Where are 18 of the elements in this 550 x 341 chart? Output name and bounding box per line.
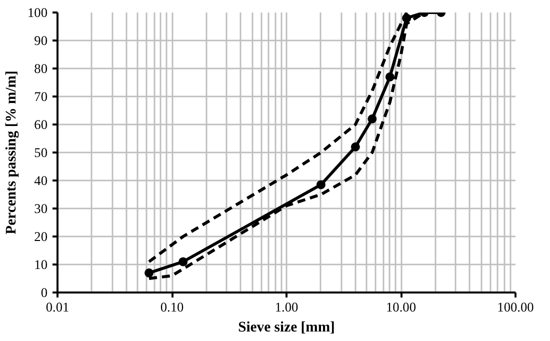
x-axis-title: Sieve size [mm] xyxy=(238,320,335,336)
y-tick-label: 100 xyxy=(28,5,48,20)
y-tick-label: 30 xyxy=(34,201,48,216)
x-tick-label: 100.00 xyxy=(497,300,534,314)
x-tick-label: 0.01 xyxy=(46,300,70,314)
y-tick-label: 20 xyxy=(34,229,48,244)
y-tick-label: 80 xyxy=(34,61,48,76)
x-tick-label: 0.10 xyxy=(160,300,184,314)
y-tick-label: 50 xyxy=(34,145,48,160)
x-tick-label: 1.00 xyxy=(274,300,298,314)
y-tick-label: 60 xyxy=(34,117,48,132)
y-axis-title: Percents passing [% m/m] xyxy=(4,70,20,234)
y-tick-label: 10 xyxy=(34,257,48,272)
y-tick-label: 70 xyxy=(34,89,48,104)
x-tick-label: 10.00 xyxy=(386,300,416,314)
y-tick-label: 40 xyxy=(34,173,48,188)
y-tick-label: 90 xyxy=(34,33,48,48)
y-tick-label: 0 xyxy=(40,285,48,300)
